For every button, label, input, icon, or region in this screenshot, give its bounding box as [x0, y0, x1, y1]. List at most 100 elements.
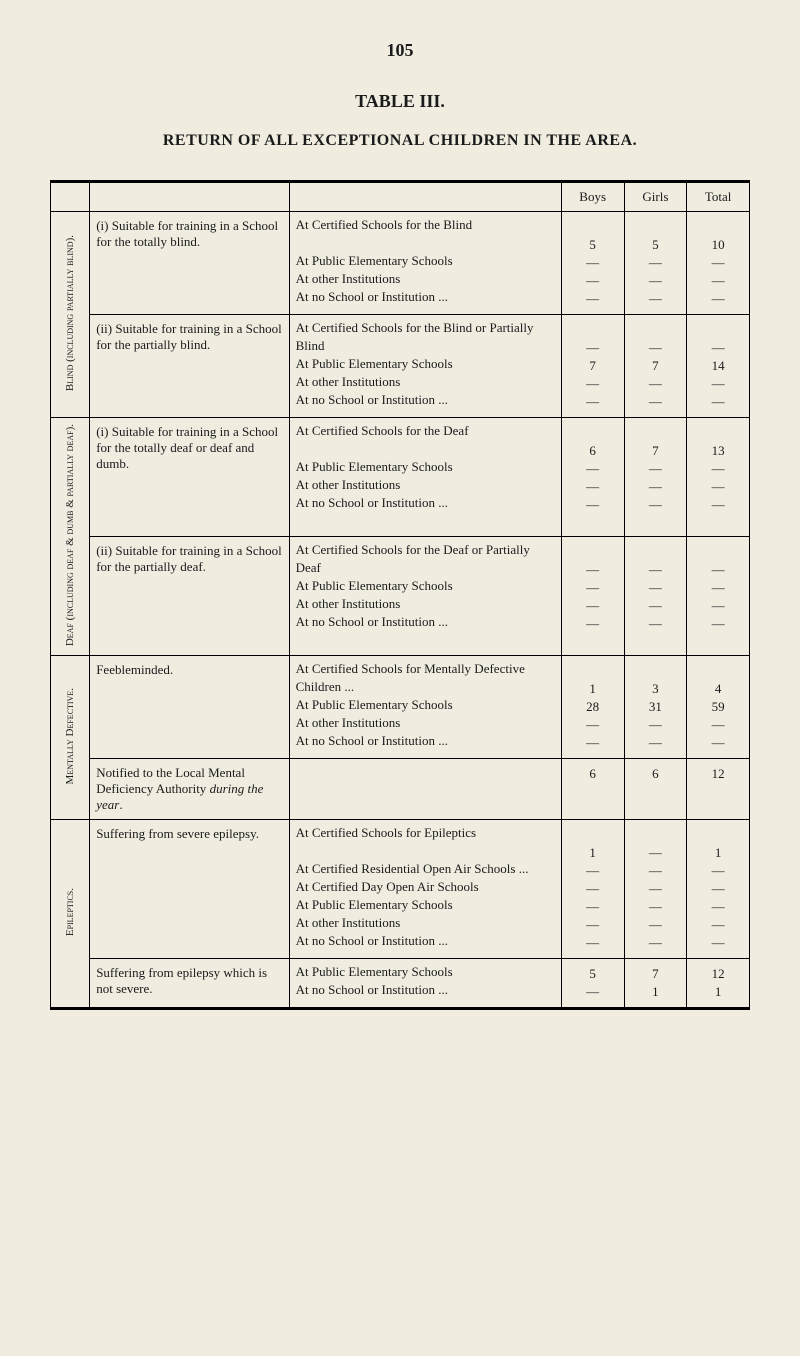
item-line: At no School or Institution ...	[296, 613, 555, 631]
item-line: At no School or Institution ...	[296, 981, 555, 999]
cell-total: —	[693, 734, 743, 752]
group-boys: 128——	[561, 656, 624, 759]
group-total: 1—————	[687, 820, 750, 959]
cell-boys: —	[568, 393, 618, 411]
group-total: —14——	[687, 315, 750, 418]
cell-girls: —	[631, 290, 681, 308]
cell-girls: —	[631, 734, 681, 752]
group-total: 12	[687, 759, 750, 820]
header-boys: Boys	[561, 182, 624, 212]
item-line: At Public Elementary Schools	[296, 696, 555, 714]
group-items: At Certified Schools for Mentally Defect…	[289, 656, 561, 759]
item-line: At Public Elementary Schools	[296, 963, 555, 981]
cell-girls: —	[631, 272, 681, 290]
group-girls: 6	[624, 759, 687, 820]
item-line: At no School or Institution ...	[296, 494, 555, 512]
group-items: At Certified Schools for the DeafAt Publ…	[289, 418, 561, 537]
header-total: Total	[687, 182, 750, 212]
cell-total: 12	[693, 965, 743, 983]
cell-girls: 6	[631, 765, 681, 783]
cell-girls: —	[631, 393, 681, 411]
group-desc: Notified to the Local Mental Deficiency …	[90, 759, 289, 820]
cell-total: —	[693, 393, 743, 411]
cell-total: —	[693, 615, 743, 633]
group-items: At Certified Schools for the Deaf or Par…	[289, 537, 561, 656]
item-line: At Certified Day Open Air Schools	[296, 878, 555, 896]
cell-girls: —	[631, 496, 681, 514]
category-label: Mentally Defective.	[51, 656, 90, 820]
cell-girls: 7	[631, 424, 681, 460]
cell-total: —	[693, 543, 743, 579]
item-line: At no School or Institution ...	[296, 732, 555, 750]
group-total: ————	[687, 537, 750, 656]
item-line: At Public Elementary Schools	[296, 896, 555, 914]
item-line: At other Institutions	[296, 476, 555, 494]
cell-total: —	[693, 496, 743, 514]
item-line	[296, 763, 555, 781]
cell-total: 13	[693, 424, 743, 460]
cell-boys: —	[568, 543, 618, 579]
cell-total: —	[693, 579, 743, 597]
group-desc: (ii) Suitable for training in a School f…	[90, 315, 289, 418]
cell-boys: —	[568, 496, 618, 514]
item-line: At Certified Schools for the Deaf	[296, 422, 555, 458]
cell-girls: —	[631, 321, 681, 357]
item-line: At other Institutions	[296, 595, 555, 613]
header-category	[51, 182, 90, 212]
cell-boys: —	[568, 254, 618, 272]
group-items: At Certified Schools for the BlindAt Pub…	[289, 212, 561, 315]
cell-girls: —	[631, 254, 681, 272]
cell-boys: —	[568, 734, 618, 752]
header-desc	[90, 182, 289, 212]
group-boys: 6———	[561, 418, 624, 537]
item-line: At other Institutions	[296, 714, 555, 732]
cell-total: —	[693, 460, 743, 478]
cell-girls: —	[631, 543, 681, 579]
cell-girls: —	[631, 375, 681, 393]
cell-girls: —	[631, 615, 681, 633]
table-caption: RETURN OF ALL EXCEPTIONAL CHILDREN IN TH…	[50, 132, 750, 150]
cell-boys: —	[568, 716, 618, 734]
group-desc: (i) Suitable for training in a School fo…	[90, 418, 289, 537]
group-items: At Public Elementary SchoolsAt no School…	[289, 959, 561, 1009]
group-boys: 5———	[561, 212, 624, 315]
item-line: At Certified Residential Open Air School…	[296, 860, 555, 878]
group-boys: 1—————	[561, 820, 624, 959]
item-line: At Public Elementary Schools	[296, 355, 555, 373]
group-boys: 5—	[561, 959, 624, 1009]
item-line: At Certified Schools for Epileptics	[296, 824, 555, 860]
item-line: At Public Elementary Schools	[296, 577, 555, 595]
item-line: At Certified Schools for the Blind	[296, 216, 555, 252]
cell-boys: 6	[568, 424, 618, 460]
cell-total: —	[693, 597, 743, 615]
cell-boys: —	[568, 880, 618, 898]
cell-total: —	[693, 862, 743, 880]
cell-girls: —	[631, 916, 681, 934]
item-line: At Certified Schools for Mentally Defect…	[296, 660, 555, 696]
item-line: At no School or Institution ...	[296, 932, 555, 950]
group-boys: —7——	[561, 315, 624, 418]
cell-girls: —	[631, 826, 681, 862]
cell-total: —	[693, 934, 743, 952]
item-line: At Public Elementary Schools	[296, 458, 555, 476]
category-label: Epileptics.	[51, 820, 90, 1009]
cell-boys: —	[568, 916, 618, 934]
item-line: At other Institutions	[296, 270, 555, 288]
group-desc: Suffering from severe epilepsy.	[90, 820, 289, 959]
cell-total: —	[693, 916, 743, 934]
cell-boys: —	[568, 460, 618, 478]
cell-girls: 3	[631, 662, 681, 698]
cell-boys: 5	[568, 218, 618, 254]
cell-girls: 5	[631, 218, 681, 254]
cell-total: 4	[693, 662, 743, 698]
cell-total: 1	[693, 826, 743, 862]
cell-total: 12	[693, 765, 743, 783]
cell-boys: 6	[568, 765, 618, 783]
cell-total: —	[693, 272, 743, 290]
group-items: At Certified Schools for the Blind or Pa…	[289, 315, 561, 418]
cell-total: —	[693, 716, 743, 734]
cell-total: 10	[693, 218, 743, 254]
group-desc: Feebleminded.	[90, 656, 289, 759]
cell-total: —	[693, 478, 743, 496]
group-girls: 71	[624, 959, 687, 1009]
